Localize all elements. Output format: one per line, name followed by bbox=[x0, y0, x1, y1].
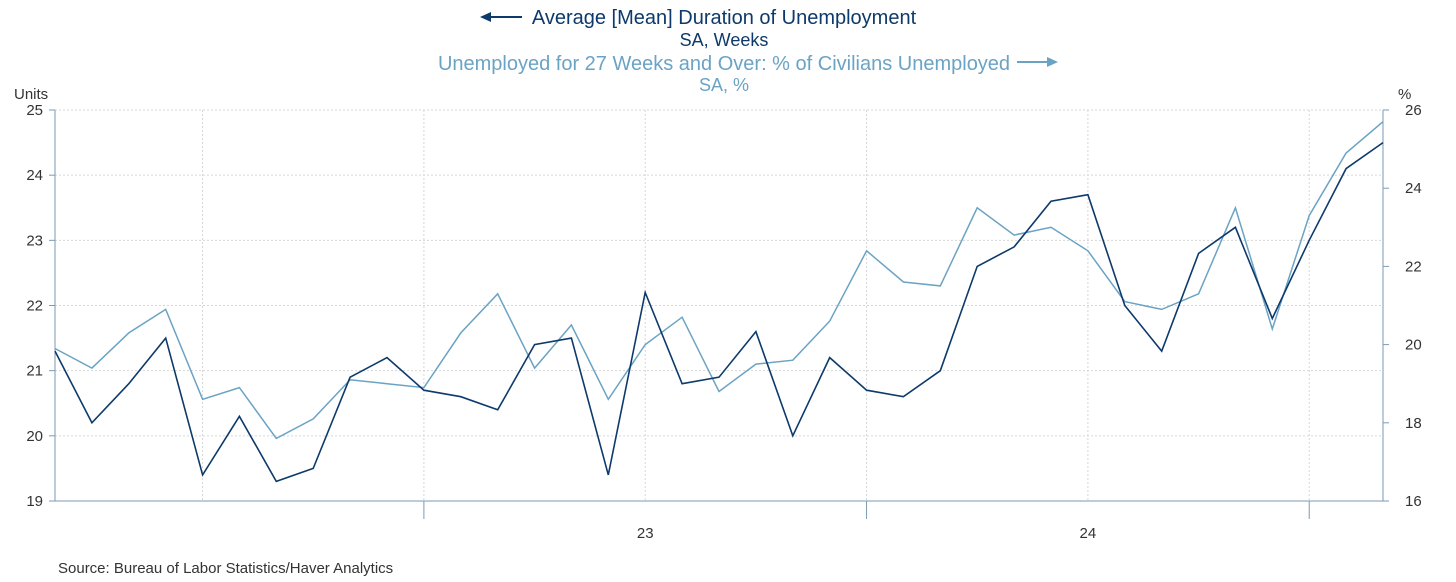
source-note: Source: Bureau of Labor Statistics/Haver… bbox=[58, 560, 394, 577]
series-lines bbox=[54, 121, 1384, 483]
left-tick-label: 25 bbox=[26, 102, 43, 119]
left-tick-label: 19 bbox=[26, 493, 43, 510]
right-tick-label: 18 bbox=[1405, 415, 1422, 432]
left-tick-label: 24 bbox=[26, 167, 43, 184]
subtitle-series1: SA, Weeks bbox=[680, 30, 769, 50]
axes bbox=[49, 109, 1389, 519]
subtitle-series2: SA, % bbox=[699, 75, 749, 95]
left-tick-label: 23 bbox=[26, 232, 43, 249]
chart-titles: Average [Mean] Duration of Unemployment … bbox=[438, 7, 1058, 95]
right-tick-label: 20 bbox=[1405, 337, 1422, 354]
title-series2: Unemployed for 27 Weeks and Over: % of C… bbox=[438, 53, 1010, 75]
right-tick-label: 24 bbox=[1405, 180, 1422, 197]
x-tick-label: 24 bbox=[1080, 525, 1097, 542]
title-arrow-right-head bbox=[1047, 57, 1058, 67]
title-series1: Average [Mean] Duration of Unemployment bbox=[532, 7, 917, 29]
tick-labels: 19202122232425161820222426232425 bbox=[26, 102, 1422, 542]
series-line-27-weeks-pct bbox=[54, 121, 1384, 440]
x-tick-label: 23 bbox=[637, 525, 654, 542]
left-tick-label: 21 bbox=[26, 363, 43, 380]
series-line-avg-duration bbox=[54, 141, 1384, 483]
left-axis-label: Units bbox=[14, 86, 48, 103]
left-tick-label: 20 bbox=[26, 428, 43, 445]
grid bbox=[55, 109, 1383, 501]
right-tick-label: 26 bbox=[1405, 102, 1422, 119]
right-tick-label: 16 bbox=[1405, 493, 1422, 510]
right-axis-label: % bbox=[1398, 86, 1411, 103]
title-arrow-left-head bbox=[480, 12, 491, 22]
left-tick-label: 22 bbox=[26, 298, 43, 315]
right-tick-label: 22 bbox=[1405, 258, 1422, 275]
